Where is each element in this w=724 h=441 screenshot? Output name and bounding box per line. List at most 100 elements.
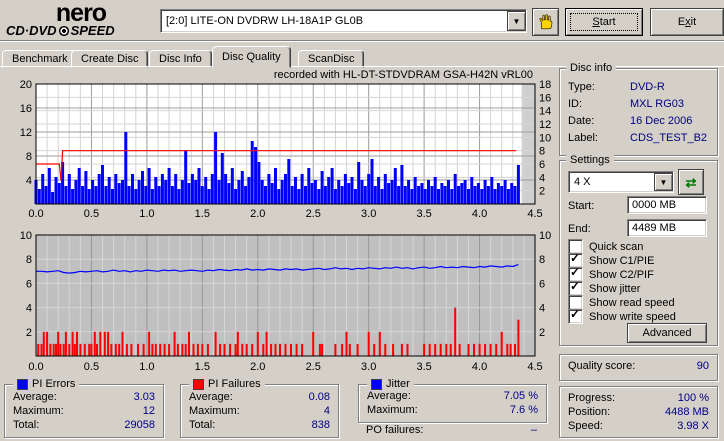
disc-label-value: CDS_TEST_B2	[630, 132, 708, 144]
app-logo: nero CD·DVD SPEED	[6, 1, 156, 38]
svg-text:3.0: 3.0	[361, 361, 376, 373]
disc-date-label: Date:	[568, 115, 595, 127]
check-icon: ✓	[570, 279, 581, 293]
svg-text:6: 6	[26, 278, 32, 290]
jitter-panel: Jitter Average: 7.05 % Maximum: 7.6 %	[358, 379, 547, 423]
end-position-input[interactable]: 4489 MB	[627, 219, 707, 237]
svg-text:1.5: 1.5	[195, 361, 210, 373]
jitter-pif-chart: 2 4 6 8 10 2 4 6 8 10 0.0 0.5 1.0 1.5 2.0 2.5 3.0 3.5 4.0 4…	[20, 231, 552, 373]
start-button[interactable]: Start	[565, 8, 643, 36]
disc-info-panel: Disc info Type: DVD-R ID: MXL RG03 Date: 16…	[559, 62, 718, 156]
check-icon: ✓	[570, 307, 581, 321]
hand-icon	[538, 14, 552, 30]
speed-label: Speed:	[568, 420, 603, 432]
logo-cdspeed: CD·DVD SPEED	[6, 23, 115, 38]
start-position-label: Start:	[568, 200, 595, 212]
toolbar: nero CD·DVD SPEED [2:0] LITE-ON DVDRW LH…	[0, 0, 724, 42]
svg-text:0.5: 0.5	[84, 361, 99, 373]
checkbox-show-c2-pif[interactable]: ✓ Show C2/PIF	[568, 265, 654, 282]
quality-score-panel: Quality score: 90	[559, 354, 718, 381]
svg-text:4.5: 4.5	[527, 361, 542, 373]
disc-type-label: Type:	[568, 81, 595, 93]
svg-text:6: 6	[539, 159, 545, 171]
svg-text:1.5: 1.5	[195, 208, 210, 220]
checkbox-quick-scan[interactable]: ✓Quick scan	[568, 239, 643, 254]
check-icon: ✓	[570, 265, 581, 279]
quality-score-label: Quality score:	[568, 360, 636, 372]
settings-panel: Settings 4 X ▼ ⇄ Start: 0000 MB End: 448…	[559, 154, 718, 346]
svg-text:0.0: 0.0	[28, 361, 43, 373]
advanced-button[interactable]: Advanced	[627, 323, 707, 343]
start-position-input[interactable]: 0000 MB	[627, 196, 707, 214]
position-value: 4488 MB	[664, 406, 709, 418]
progress-panel: Progress: 100 % Position: 4488 MB Speed: 3.…	[559, 386, 718, 438]
scan-speed-select[interactable]: 4 X ▼	[568, 171, 674, 193]
checkbox-box: ✓	[568, 279, 583, 296]
checkbox-show-c1-pie[interactable]: ✓ Show C1/PIE	[568, 251, 655, 268]
refresh-button[interactable]: ⇄	[678, 169, 704, 195]
svg-text:12: 12	[20, 127, 32, 139]
svg-text:recorded with HL-DT-STDVDRAM G: recorded with HL-DT-STDVDRAM GSA-H42N vR…	[274, 69, 533, 81]
refresh-icon: ⇄	[685, 174, 697, 190]
svg-text:8: 8	[26, 254, 32, 266]
tab-disc-info[interactable]: Disc Info	[149, 50, 212, 68]
svg-text:2.5: 2.5	[306, 361, 321, 373]
disc-icon	[57, 24, 70, 37]
tab-disc-quality[interactable]: Disc Quality	[212, 46, 291, 68]
svg-text:4: 4	[539, 303, 545, 315]
pi-errors-panel: PI Errors Average: 3.03 Maximum: 12 Total:…	[4, 379, 164, 438]
svg-text:0.0: 0.0	[28, 208, 43, 220]
red-square-icon	[193, 379, 204, 390]
check-icon: ✓	[570, 251, 581, 265]
checkbox-show-read-speed[interactable]: ✓Show read speed	[568, 295, 675, 310]
svg-text:1.0: 1.0	[139, 208, 154, 220]
svg-text:12: 12	[539, 119, 551, 131]
settings-title: Settings	[566, 154, 614, 166]
blue-square-icon	[371, 379, 382, 390]
chevron-down-icon[interactable]: ▼	[654, 173, 673, 191]
pi-failures-legend: PI Failures	[189, 379, 265, 390]
svg-text:2: 2	[539, 327, 545, 339]
disc-id-label: ID:	[568, 98, 583, 110]
pi-errors-legend: PI Errors	[13, 379, 80, 390]
svg-text:8: 8	[539, 254, 545, 266]
pi-failures-panel: PI Failures Average: 0.08 Maximum: 4 Total…	[180, 379, 339, 438]
drive-select[interactable]: [2:0] LITE-ON DVDRW LH-18A1P GL0B ▼	[160, 9, 527, 33]
tab-create-disc[interactable]: Create Disc	[71, 50, 149, 68]
svg-text:10: 10	[20, 231, 32, 242]
po-failures-value: –	[530, 424, 537, 436]
svg-text:8: 8	[26, 151, 32, 163]
progress-value: 100 %	[677, 392, 709, 404]
position-label: Position:	[568, 406, 611, 418]
focus-rect	[570, 13, 638, 31]
svg-text:4.0: 4.0	[472, 208, 487, 220]
toolbar-divider	[0, 40, 724, 41]
svg-text:3.0: 3.0	[361, 208, 376, 220]
po-failures-label: PO failures:	[366, 424, 424, 436]
eject-hand-button[interactable]	[532, 8, 559, 36]
chevron-down-icon[interactable]: ▼	[507, 11, 526, 31]
tab-page-edge	[0, 66, 724, 67]
po-failures-row: PO failures: –	[366, 424, 537, 436]
svg-text:2: 2	[539, 186, 545, 198]
toolbar-divider-highlight	[0, 41, 724, 42]
svg-text:6: 6	[539, 278, 545, 290]
disc-info-title: Disc info	[566, 62, 617, 74]
checkbox-show-write-speed[interactable]: ✓ Show write speed	[568, 307, 676, 324]
svg-text:3.5: 3.5	[416, 208, 431, 220]
end-position-label: End:	[568, 223, 591, 235]
svg-text:0.5: 0.5	[84, 208, 99, 220]
svg-text:16: 16	[539, 92, 551, 104]
exit-button[interactable]: Exit	[650, 8, 724, 36]
checkbox-show-jitter[interactable]: ✓ Show jitter	[568, 279, 641, 296]
blue-square-icon	[17, 379, 28, 390]
disc-type-value: DVD-R	[630, 81, 665, 93]
disc-id-value: MXL RG03	[630, 98, 685, 110]
svg-text:2.5: 2.5	[306, 208, 321, 220]
svg-text:3.5: 3.5	[416, 361, 431, 373]
tab-scandisc[interactable]: ScanDisc	[298, 50, 365, 68]
tab-benchmark[interactable]: Benchmark	[2, 50, 78, 68]
disc-label-label: Label:	[568, 132, 598, 144]
svg-text:4: 4	[26, 175, 32, 187]
